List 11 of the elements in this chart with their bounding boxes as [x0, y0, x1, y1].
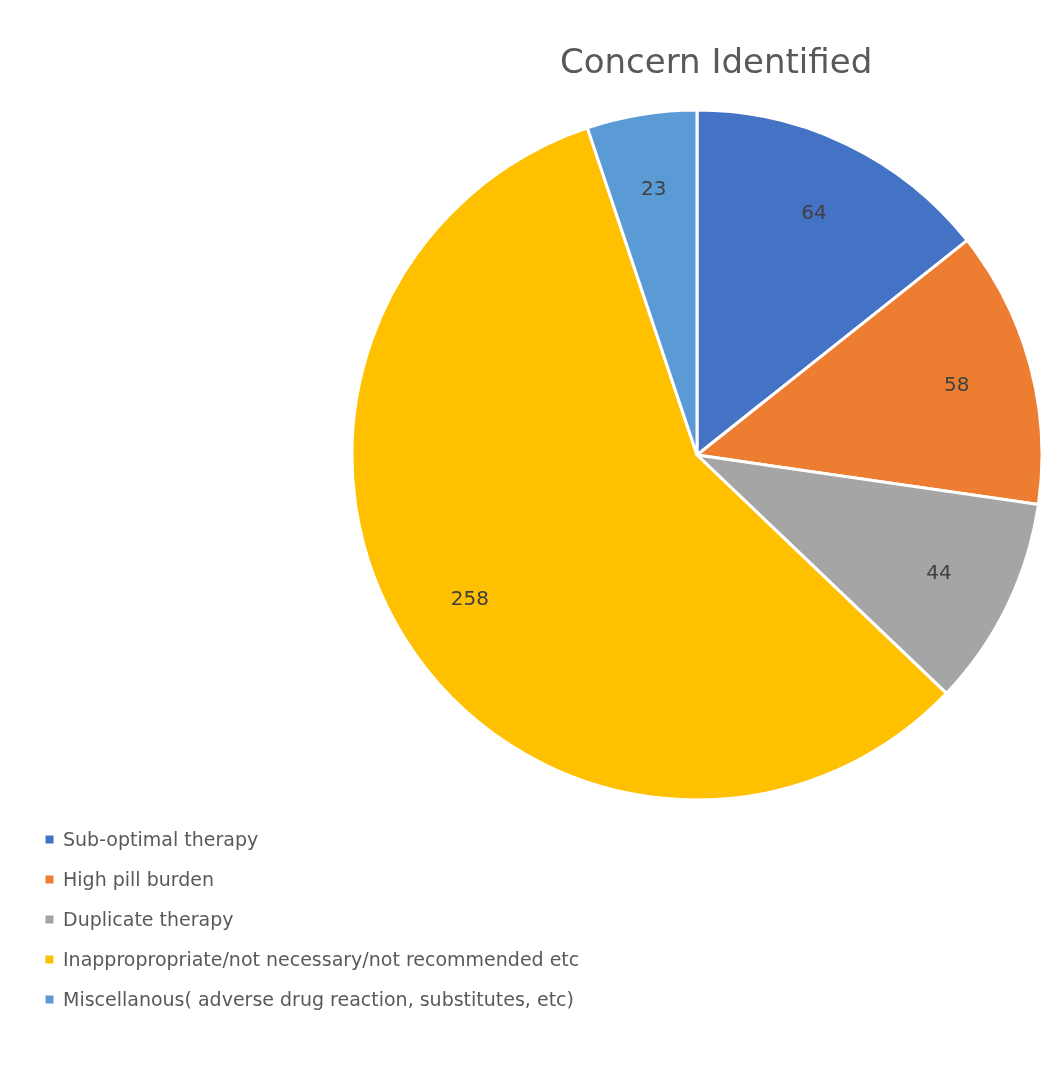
legend-label: High pill burden: [63, 867, 215, 890]
legend-label: Miscellanous( adverse drug reaction, substitutes, etc): [63, 987, 574, 1010]
data-label: 58: [944, 371, 970, 396]
legend-label: Sub-optimal therapy: [63, 827, 259, 850]
data-label: 258: [450, 586, 489, 611]
chart-title: Concern Identified: [560, 41, 873, 81]
data-label: 23: [640, 176, 667, 201]
legend-label: Duplicate therapy: [63, 907, 234, 930]
legend-label: Inappropropriate/not necessary/not recommended etc: [63, 947, 580, 970]
data-label: 44: [926, 559, 952, 584]
data-label: 64: [801, 199, 827, 224]
